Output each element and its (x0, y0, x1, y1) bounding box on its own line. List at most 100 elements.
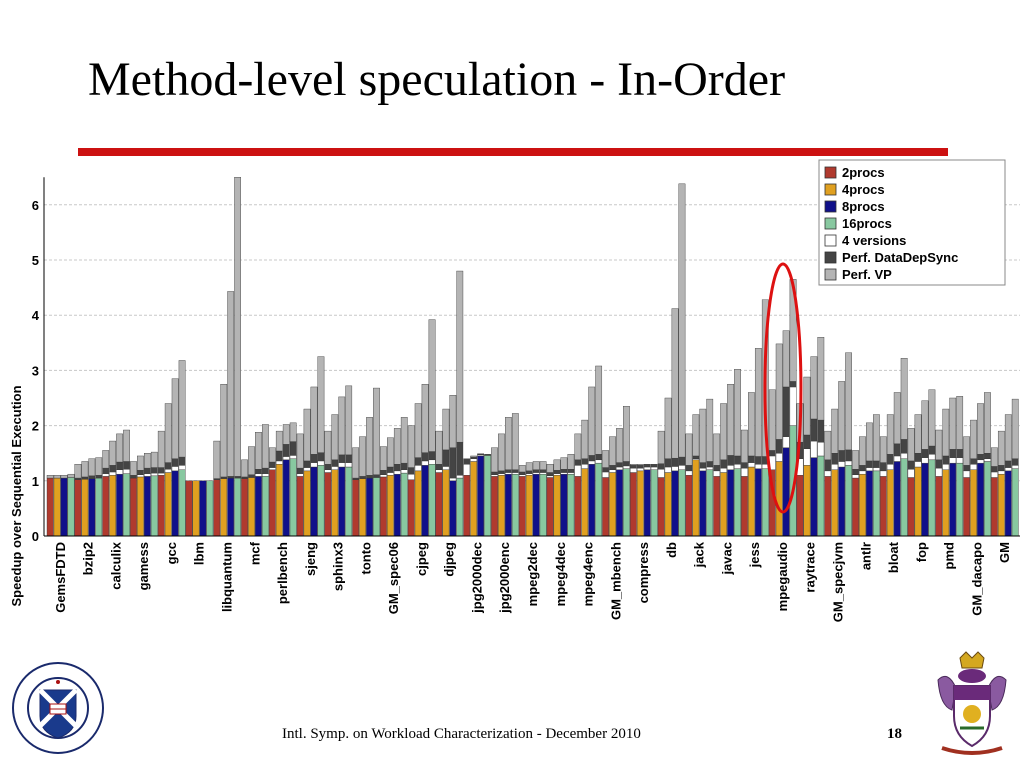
bar-segment-datadepsync (373, 474, 380, 478)
bar-4procs (303, 470, 311, 537)
bar-segment-4-versions (636, 467, 644, 472)
bar-segment-datadepsync (546, 472, 554, 477)
y-tick-label: 5 (32, 253, 39, 268)
bar-segment-vp (470, 455, 478, 458)
bar-8procs (838, 466, 846, 537)
bar-segment-vp (956, 396, 964, 450)
bar-segment-4-versions (421, 460, 429, 466)
bar-2procs (130, 477, 137, 537)
bar-segment-4-versions (997, 470, 1005, 475)
bar-segment-datadepsync (859, 465, 866, 472)
bar-segment-4-versions (741, 467, 748, 477)
bar-8procs (60, 477, 68, 537)
bar-segment-datadepsync (866, 460, 873, 468)
bar-segment-datadepsync (977, 454, 984, 461)
bar-segment-datadepsync (678, 456, 686, 466)
bar-segment-vp (74, 464, 82, 479)
bar-segment-datadepsync (616, 462, 623, 468)
category-label: cjpeg (414, 542, 429, 576)
bar-segment-datadepsync (720, 459, 728, 469)
bar-segment-datadepsync (442, 449, 450, 467)
bar-16procs (95, 477, 103, 537)
bar-segment-vp (275, 430, 283, 452)
bar-segment-datadepsync (775, 439, 783, 454)
bar-segment-4-versions (678, 465, 686, 470)
bar-16procs (456, 477, 464, 537)
bar-segment-4-versions (262, 473, 269, 477)
bar-segment-vp (164, 403, 172, 463)
bar-segment-4-versions (449, 477, 457, 482)
bar-segment-vp (67, 473, 75, 478)
bar-segment-vp (636, 464, 644, 466)
bar-segment-vp (157, 430, 165, 468)
bar-segment-datadepsync (595, 454, 603, 461)
bar-2procs (630, 472, 637, 537)
bar-4procs (331, 469, 339, 537)
bar-segment-vp (977, 403, 984, 455)
bar-2procs (796, 475, 804, 537)
bar-segment-vp (866, 422, 873, 462)
bar-segment-4-versions (491, 474, 498, 477)
bar-16procs (817, 455, 825, 537)
bar-16procs (150, 475, 158, 537)
bar-segment-datadepsync (109, 465, 117, 473)
bar-16procs (706, 469, 714, 537)
bar-segment-datadepsync (581, 458, 589, 465)
bar-segment-datadepsync (560, 469, 568, 473)
bar-segment-datadepsync (317, 452, 325, 462)
bar-segment-datadepsync (963, 465, 971, 472)
bar-segment-vp (706, 398, 714, 462)
bar-segment-4-versions (616, 466, 623, 470)
bar-4procs (192, 480, 200, 537)
bar-8procs (227, 477, 235, 537)
bar-segment-vp (317, 356, 325, 453)
bar-4procs (109, 475, 117, 537)
bar-segment-4-versions (623, 465, 630, 469)
bar-segment-vp (775, 343, 783, 440)
bar-segment-vp (213, 440, 221, 479)
bar-2procs (241, 478, 248, 537)
bar-4procs (997, 473, 1005, 537)
bar-segment-vp (95, 457, 103, 476)
bar-segment-vp (81, 461, 89, 478)
bar-segment-vp (727, 383, 734, 456)
category-label: mpeg2dec (525, 542, 540, 606)
bar-segment-4-versions (345, 462, 353, 468)
bar-16procs (178, 469, 186, 537)
bar-segment-4-versions (317, 460, 325, 466)
bar-segment-datadepsync (907, 460, 915, 470)
bar-segment-4-versions (803, 448, 811, 466)
bar-segment-4-versions (886, 464, 894, 470)
category-label: mcf (247, 541, 262, 565)
bar-segment-vp (630, 464, 637, 466)
bar-8procs (699, 470, 707, 537)
category-labels: GemsFDTD bzip2 calculix gamess gcc lbm libquan… (53, 541, 1012, 622)
bar-segment-datadepsync (532, 469, 540, 473)
category-label: bzip2 (81, 542, 96, 575)
bar-segment-vp (963, 436, 971, 466)
bar-segment-datadepsync (171, 458, 179, 467)
bar-segment-vp (268, 447, 276, 463)
bar-segment-4-versions (775, 453, 783, 462)
bar-segment-4-versions (505, 472, 512, 475)
highlight-ellipse (763, 262, 803, 514)
bar-4procs (886, 469, 894, 537)
y-tick-label: 1 (32, 474, 39, 489)
bar-segment-4-versions (518, 474, 526, 477)
bar-8procs (532, 473, 540, 537)
bar-segment-4-versions (824, 470, 832, 477)
bar-segment-4-versions (928, 454, 936, 461)
bar-segment-vp (907, 428, 915, 462)
bar-segment-4-versions (942, 464, 950, 470)
bar-segment-4-versions (831, 464, 839, 470)
bar-segment-datadepsync (484, 454, 491, 456)
bar-16procs (400, 472, 408, 537)
bar-4procs (248, 477, 255, 537)
bar-segment-vp (130, 461, 137, 476)
y-ticks: 0 1 2 3 4 5 6 (32, 198, 40, 544)
bar-8procs (671, 470, 679, 537)
bar-segment-4-versions (407, 473, 415, 480)
bar-segment-datadepsync (893, 443, 901, 457)
bar-16procs (984, 461, 991, 537)
bar-segment-4-versions (331, 466, 339, 470)
